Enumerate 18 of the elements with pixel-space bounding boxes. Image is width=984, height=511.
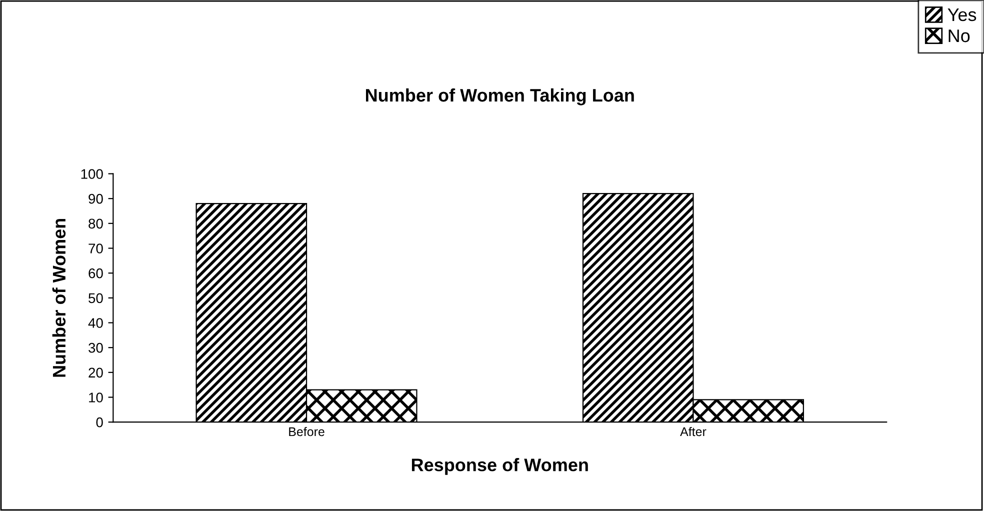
y-tick-label: 100 [81,169,103,179]
x-tick-label: After [680,426,706,436]
y-tick-label: 50 [88,293,103,304]
legend-label: Yes [948,8,976,22]
y-tick-label: 10 [89,392,103,402]
legend-label: No [948,30,970,42]
y-tick-label: 20 [88,368,103,378]
y-tick-label: 90 [88,194,103,204]
y-tick-label: 70 [88,244,103,254]
y-tick-label: 0 [96,417,103,428]
chart-title: Number of Women Taking Loan [366,88,634,106]
x-tick-label: Before [289,426,324,436]
y-tick-label: 80 [88,218,103,229]
y-tick-label: 60 [88,268,103,278]
y-tick-label: 30 [88,342,103,353]
y-tick-label: 40 [88,318,103,328]
y-axis-title: Number of Women [52,218,66,377]
x-axis-title: Response of Women [412,458,588,475]
